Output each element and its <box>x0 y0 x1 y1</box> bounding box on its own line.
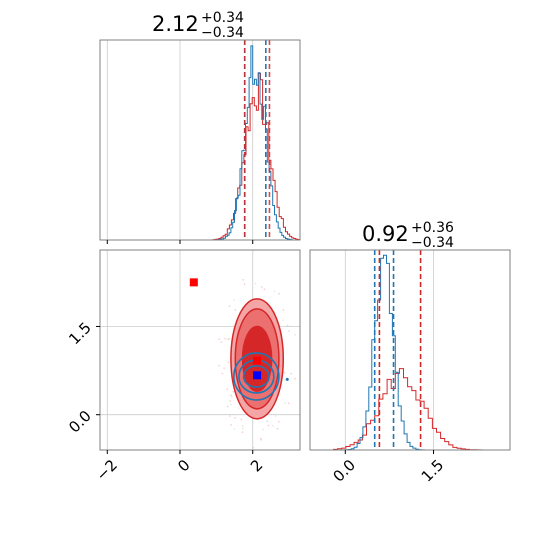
p2-ticks <box>96 325 254 454</box>
p2-sample-point <box>218 338 221 340</box>
p2-sample-point <box>224 337 226 340</box>
p2-xtick-label: −2 <box>93 456 121 484</box>
p2-sample-point <box>221 372 224 375</box>
p2-sample-point <box>261 286 263 288</box>
panel-hist-param2: 0.0 1.5 0.92 +0.36 −0.34 <box>309 220 511 486</box>
p3-quantile-lines <box>373 250 422 450</box>
p2-sample-point <box>230 424 232 426</box>
p2-sample-point <box>218 364 220 367</box>
p2-sample-point <box>273 290 276 293</box>
p2-sample-point <box>234 309 237 311</box>
p2-sample-point <box>294 333 296 336</box>
panel-hist-param1: 2.12 +0.34 −0.34 <box>99 10 301 244</box>
p2-sample-point <box>288 330 290 332</box>
p3-frame <box>309 249 511 451</box>
p2-sample-point <box>234 416 236 419</box>
p2-sample-point <box>228 305 231 307</box>
p3-xtick-label: 1.5 <box>418 456 448 486</box>
p2-sample-point <box>243 283 246 285</box>
p2-sample-point <box>227 338 230 340</box>
panel-2d-param1-param2: −2 0 2 0.0 1.5 <box>65 249 301 484</box>
p2-sample-point <box>267 424 270 427</box>
p2-sample-point <box>272 424 274 427</box>
p2-sample-point <box>285 377 289 381</box>
p3-blue-histogram <box>310 254 510 451</box>
p2-sample-point <box>286 324 289 327</box>
p1-title-plus: +0.34 <box>201 10 244 26</box>
p2-xtick-label: 2 <box>247 456 266 475</box>
p2-sample-point <box>226 388 229 390</box>
p2-blue-contour <box>233 352 280 401</box>
p2-sample-point <box>228 337 231 340</box>
p2-sample-point <box>284 371 286 374</box>
p1-ticks <box>106 240 254 244</box>
p2-truth-markers <box>189 278 262 380</box>
p2-sample-point <box>238 407 240 409</box>
p2-sample-point <box>274 415 277 417</box>
p1-blue-histogram <box>100 45 300 241</box>
p2-xtick-label: 0 <box>174 456 193 475</box>
p1-title-value: 2.12 <box>152 12 199 36</box>
p2-truth-marker <box>253 356 262 365</box>
p2-sample-point <box>230 403 232 406</box>
p2-ytick-label: 0.0 <box>65 407 95 437</box>
p2-sample-point <box>241 431 244 433</box>
p2-sample-point <box>263 288 266 291</box>
p2-ytick-label: 1.5 <box>65 319 95 349</box>
p3-xtick-label: 0.0 <box>329 456 359 486</box>
p2-blue-contour <box>242 365 270 388</box>
p1-frame <box>99 39 301 241</box>
p2-sample-point <box>242 427 244 430</box>
p2-sample-point <box>240 418 243 421</box>
p2-sample-point <box>229 400 232 402</box>
p2-truth-marker <box>253 371 262 380</box>
p2-sample-point <box>282 319 284 321</box>
p2-sample-point <box>294 377 296 380</box>
p2-sample-point <box>227 361 230 364</box>
p2-sample-point <box>260 438 263 441</box>
p3-title-minus: −0.34 <box>411 235 454 251</box>
p2-sample-point <box>276 427 279 430</box>
p1-red-histogram <box>100 72 301 241</box>
p3-red-histogram <box>310 368 510 451</box>
p1-grid <box>106 40 254 240</box>
p3-title-value: 0.92 <box>362 222 409 246</box>
p2-sample-point <box>230 396 233 398</box>
p1-title-minus: −0.34 <box>201 25 244 41</box>
p2-sample-point <box>241 425 244 427</box>
p2-sample-point <box>266 420 269 422</box>
p2-sample-point <box>278 420 280 423</box>
p2-sample-point <box>278 292 280 295</box>
p2-sample-point <box>282 309 285 311</box>
p1-quantile-lines <box>243 40 271 240</box>
p2-sample-point <box>287 402 290 405</box>
p2-sample-point <box>259 437 262 440</box>
p2-sample-point <box>229 415 231 417</box>
p2-sample-point <box>252 446 254 449</box>
p3-ticks <box>344 450 435 454</box>
p2-sample-point <box>226 405 229 408</box>
p2-sample-point <box>223 367 225 369</box>
p2-sample-point <box>262 428 265 431</box>
p3-title-plus: +0.36 <box>411 220 454 236</box>
p2-sample-point <box>290 372 293 375</box>
p2-sample-point <box>242 279 245 281</box>
p2-frame <box>99 249 301 451</box>
p2-truth-marker <box>189 278 198 287</box>
p2-sample-point <box>232 390 235 393</box>
p3-grid <box>344 250 434 450</box>
p2-sample-point <box>254 282 257 285</box>
p2-sample-point <box>284 379 286 381</box>
p2-sample-point <box>284 402 286 405</box>
p2-sample-point <box>230 394 232 397</box>
p2-sample-point <box>220 341 223 343</box>
p2-sample-point <box>233 428 236 430</box>
p2-sample-point <box>233 299 236 301</box>
